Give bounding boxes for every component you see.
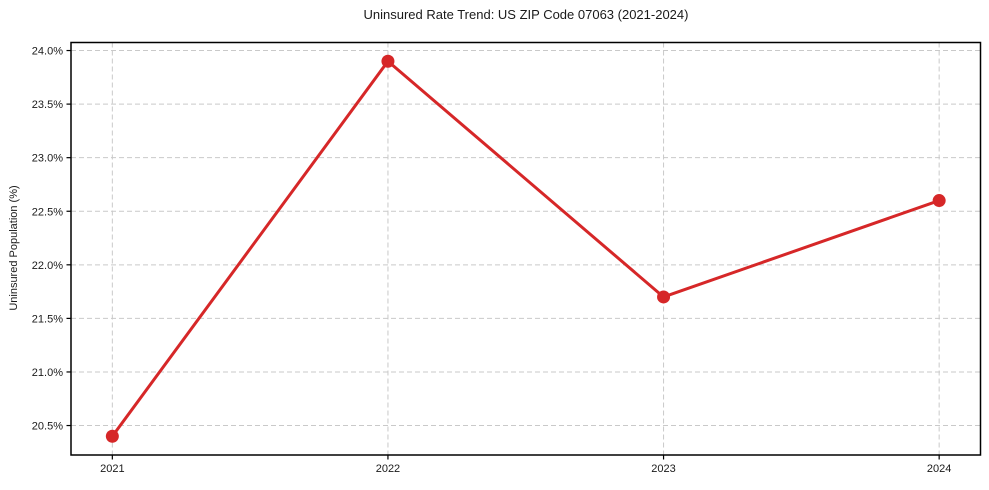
y-tick-label: 20.5%: [32, 421, 63, 433]
axes-box: [70, 41, 982, 456]
x-tick-label: 2024: [927, 463, 951, 475]
y-tick-label: 21.5%: [32, 313, 63, 325]
data-point-marker: [932, 194, 946, 208]
chart-title: Uninsured Rate Trend: US ZIP Code 07063 …: [363, 7, 689, 22]
y-tick-label: 22.5%: [32, 206, 63, 218]
y-tick-label: 23.5%: [32, 99, 63, 111]
y-tick-label: 21.0%: [32, 367, 63, 379]
data-point-marker: [105, 429, 119, 443]
y-tick-label: 24.0%: [32, 46, 63, 58]
y-tick-label: 22.0%: [32, 260, 63, 272]
trend-line: [110, 59, 941, 438]
data-point-marker: [381, 54, 395, 68]
y-tick-label: 23.0%: [32, 153, 63, 165]
x-tick-label: 2022: [376, 463, 400, 475]
x-tick-label: 2021: [100, 463, 124, 475]
x-tick-label: 2023: [651, 463, 675, 475]
data-point-marker: [657, 290, 671, 304]
